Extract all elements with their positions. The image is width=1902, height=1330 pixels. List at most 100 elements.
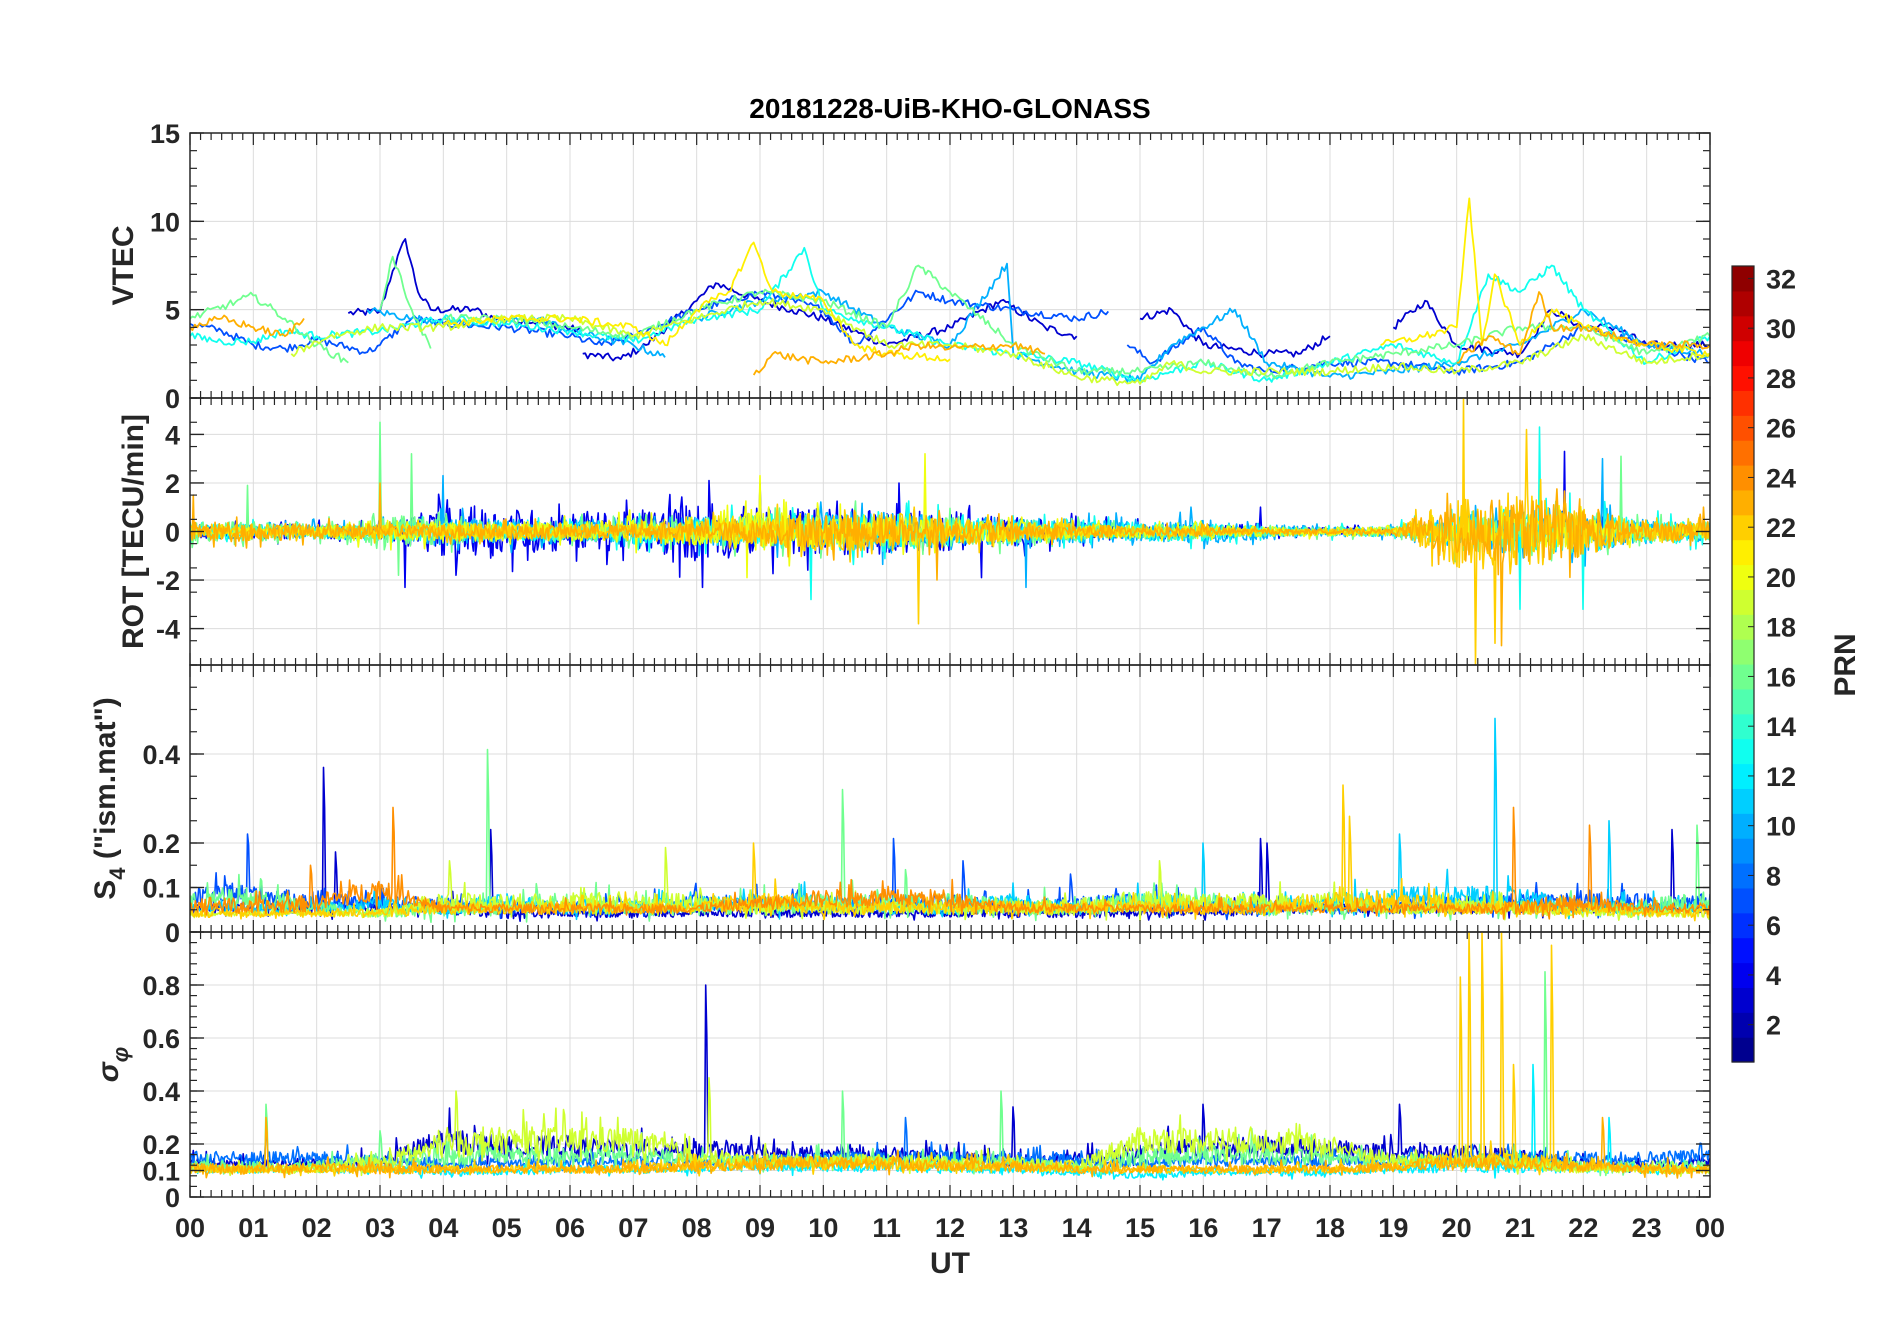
colorbar-level bbox=[1732, 290, 1754, 317]
x-tick-label: 15 bbox=[1125, 1213, 1155, 1243]
colorbar-tick-label: 14 bbox=[1766, 712, 1796, 742]
colorbar-tick-label: 12 bbox=[1766, 762, 1796, 792]
colorbar-tick-label: 26 bbox=[1766, 414, 1796, 444]
series-group bbox=[190, 932, 1710, 1181]
y-tick-label: 0.8 bbox=[142, 971, 180, 1001]
x-tick-label: 17 bbox=[1252, 1213, 1282, 1243]
y-tick-label: 0 bbox=[165, 918, 180, 948]
colorbar-level bbox=[1732, 489, 1754, 516]
x-tick-label: 07 bbox=[618, 1213, 648, 1243]
x-tick-label: 05 bbox=[492, 1213, 522, 1243]
y-tick-label: -4 bbox=[156, 615, 180, 645]
x-tick-label: 04 bbox=[428, 1213, 458, 1243]
colorbar-tick-label: 20 bbox=[1766, 563, 1796, 593]
colorbar-level bbox=[1732, 589, 1754, 615]
colorbar-tick-label: 4 bbox=[1766, 961, 1781, 991]
colorbar-tick-label: 8 bbox=[1766, 861, 1781, 891]
subplot-rot: -4 -2 0 2 4 ROT [TECU/min] bbox=[117, 397, 1711, 666]
colorbar-label: PRN bbox=[1829, 633, 1862, 696]
colorbar-tick-label: 30 bbox=[1766, 314, 1796, 344]
colorbar-level bbox=[1732, 962, 1754, 988]
colorbar-level bbox=[1732, 465, 1754, 491]
y-tick-label: 0 bbox=[165, 518, 180, 548]
x-tick-label: 19 bbox=[1378, 1213, 1408, 1243]
series-line-prn-23 bbox=[190, 1116, 1710, 1179]
series-group bbox=[190, 398, 1710, 665]
x-tick-label: 14 bbox=[1062, 1213, 1092, 1243]
x-tick-label: 18 bbox=[1315, 1213, 1345, 1243]
y-tick-label: 0.6 bbox=[142, 1024, 180, 1054]
y-tick-label: 0.2 bbox=[142, 1130, 180, 1160]
colorbar-tick-label: 2 bbox=[1766, 1011, 1781, 1041]
y-tick-label: 4 bbox=[165, 420, 180, 450]
colorbar-level bbox=[1732, 539, 1754, 566]
colorbar-level bbox=[1732, 912, 1754, 939]
x-tick-labels: 00 01 02 03 04 05 06 07 08 09 10 11 12 13 14 15 16 17 18 19… bbox=[175, 1213, 1725, 1243]
y-tick-label: 0.1 bbox=[142, 874, 180, 904]
x-tick-label: 21 bbox=[1505, 1213, 1535, 1243]
y-axis-label: ROT [TECU/min] bbox=[117, 414, 150, 649]
y-axis-label: σφ bbox=[92, 1047, 133, 1082]
y-tick-label: 5 bbox=[165, 296, 180, 326]
y-tick-label: 10 bbox=[150, 207, 180, 237]
colorbar-level bbox=[1732, 987, 1754, 1013]
x-tick-label: 01 bbox=[238, 1213, 268, 1243]
y-tick-label: 2 bbox=[165, 469, 180, 499]
colorbar-tick-label: 10 bbox=[1766, 812, 1796, 842]
colorbar-level bbox=[1732, 365, 1754, 391]
y-axis-label: VTEC bbox=[107, 225, 140, 305]
y-tick-label: 0.4 bbox=[142, 740, 180, 770]
colorbar-tick-label: 28 bbox=[1766, 364, 1796, 394]
y-tick-label: 0 bbox=[165, 384, 180, 414]
colorbar-tick-label: 16 bbox=[1766, 662, 1796, 692]
y-label-rest: ("ism.mat") bbox=[89, 697, 122, 867]
colorbar-level bbox=[1732, 688, 1754, 715]
colorbar-level bbox=[1732, 564, 1754, 590]
x-tick-label: 10 bbox=[808, 1213, 838, 1243]
y-axis-label: S4 ("ism.mat") bbox=[89, 697, 130, 899]
colorbar-box bbox=[1731, 265, 1755, 1063]
y-tick-label: 0.1 bbox=[142, 1157, 180, 1187]
x-tick-label: 11 bbox=[872, 1213, 901, 1243]
subplot-vtec: 0 5 10 15 VTEC bbox=[107, 119, 1711, 414]
y-tick-label: -2 bbox=[156, 566, 180, 596]
colorbar-level bbox=[1732, 738, 1754, 765]
colorbar-level bbox=[1732, 1037, 1754, 1063]
colorbar-level bbox=[1732, 514, 1754, 541]
colorbar-level bbox=[1732, 713, 1754, 740]
x-tick-label: 13 bbox=[998, 1213, 1028, 1243]
y-label-main: S bbox=[89, 880, 122, 900]
subplot-sigma_phi: 00.10.2 0.4 0.6 0.8 σφ bbox=[92, 931, 1711, 1213]
y-tick-label: 15 bbox=[150, 119, 180, 149]
y-tick-label: 0.2 bbox=[142, 829, 180, 859]
colorbar-level bbox=[1732, 390, 1754, 416]
series-group bbox=[190, 717, 1710, 923]
colorbar-level bbox=[1732, 838, 1754, 864]
colorbar-level bbox=[1732, 763, 1754, 789]
series-line-prn-19 bbox=[190, 1077, 1710, 1178]
x-tick-label: 02 bbox=[302, 1213, 332, 1243]
series-line-prn-23 bbox=[190, 482, 1710, 647]
y-label-subscript: 4 bbox=[105, 867, 130, 880]
x-tick-label: 23 bbox=[1632, 1213, 1662, 1243]
x-tick-label: 16 bbox=[1188, 1213, 1218, 1243]
colorbar-tick-label: 18 bbox=[1766, 613, 1796, 643]
chart-title: 20181228-UiB-KHO-GLONASS bbox=[749, 93, 1150, 124]
colorbar-level bbox=[1732, 614, 1754, 640]
colorbar-level bbox=[1732, 937, 1754, 964]
y-tick-label: 0.4 bbox=[142, 1077, 180, 1107]
colorbar-level bbox=[1732, 863, 1754, 889]
y-tick-label: 0 bbox=[165, 1183, 180, 1213]
x-tick-label: 03 bbox=[365, 1213, 395, 1243]
colorbar-level bbox=[1732, 315, 1754, 342]
series-line-prn-10 bbox=[366, 262, 1710, 383]
colorbar-level bbox=[1732, 887, 1754, 914]
colorbar-level bbox=[1732, 415, 1754, 441]
x-tick-label: 12 bbox=[935, 1213, 965, 1243]
x-tick-label: 06 bbox=[555, 1213, 585, 1243]
colorbar-level bbox=[1732, 639, 1754, 665]
colorbar-level bbox=[1732, 788, 1754, 814]
